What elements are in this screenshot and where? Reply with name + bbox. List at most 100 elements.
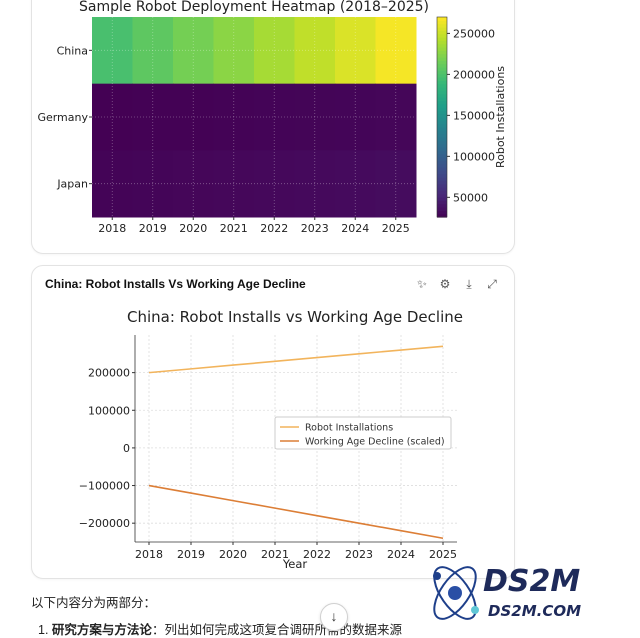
x-tick-label: 2024 bbox=[341, 222, 369, 235]
colorbar-segment bbox=[437, 200, 447, 205]
x-tick-label: 2018 bbox=[135, 548, 163, 561]
colorbar-segment bbox=[437, 107, 447, 111]
line-chart-axes: 2018 2019 2020 2021 2022 2023 2024 2025 200000 10… bbox=[79, 335, 457, 561]
line-chart-card: China: Robot Installs Vs Working Age Dec… bbox=[31, 265, 515, 579]
download-icon[interactable]: ⤓ bbox=[466, 277, 472, 291]
list-item-text: ：列出如何完成这项复合调研所需的数据来源 bbox=[151, 623, 402, 637]
heatmap-cell bbox=[254, 17, 295, 85]
series-line bbox=[148, 345, 444, 374]
settings-sliders-icon[interactable]: ⚙ bbox=[439, 277, 451, 291]
x-tick-label: 2024 bbox=[387, 548, 415, 561]
colorbar-segment bbox=[437, 180, 447, 185]
colorbar-segment bbox=[437, 123, 447, 128]
svg-text:DS2M: DS2M bbox=[483, 564, 580, 599]
heatmap-grid bbox=[92, 17, 416, 217]
heatmap-cell bbox=[335, 150, 376, 218]
expand-icon[interactable]: ⤢ bbox=[487, 277, 497, 291]
colorbar-segment bbox=[437, 150, 447, 155]
heatmap-colorbar: 50000 100000 150000 200000 250000 Robot Insta… bbox=[436, 16, 507, 218]
y-tick-label: Germany bbox=[37, 111, 88, 124]
legend-label: Working Age Decline (scaled) bbox=[305, 437, 445, 448]
line-chart: China: Robot Installs vs Working Age Dec… bbox=[79, 308, 463, 571]
colorbar-segment bbox=[437, 33, 447, 38]
heatmap-cell bbox=[132, 150, 174, 218]
heatmap-cell bbox=[254, 83, 295, 151]
heatmap-cell bbox=[335, 83, 376, 151]
colorbar-segment bbox=[437, 80, 447, 85]
colorbar-segment bbox=[437, 177, 447, 181]
colorbar-segment bbox=[437, 20, 447, 25]
x-tick-label: 2020 bbox=[179, 222, 207, 235]
colorbar-segment bbox=[437, 110, 447, 115]
x-tick-label: 2022 bbox=[303, 548, 331, 561]
heatmap-cell bbox=[254, 150, 295, 218]
y-tick-label: Japan bbox=[56, 178, 88, 191]
heatmap-cell bbox=[294, 17, 336, 85]
x-tick-label: 2022 bbox=[260, 222, 288, 235]
x-tick-label: 2019 bbox=[139, 222, 167, 235]
heatmap-cell bbox=[213, 150, 255, 218]
heatmap-cell bbox=[335, 17, 376, 85]
colorbar-segment bbox=[437, 203, 447, 208]
colorbar-segment bbox=[437, 137, 447, 141]
colorbar-segment bbox=[437, 30, 447, 35]
colorbar-segment bbox=[437, 87, 447, 91]
line-chart-title: China: Robot Installs vs Working Age Dec… bbox=[127, 308, 463, 326]
heatmap-cell bbox=[375, 150, 417, 218]
colorbar-segment bbox=[437, 93, 447, 98]
colorbar-segment bbox=[437, 147, 447, 151]
x-tick-label: 2023 bbox=[301, 222, 329, 235]
y-tick-label: 200000 bbox=[88, 367, 130, 380]
line-chart-grid bbox=[135, 335, 457, 542]
line-chart-legend: Robot Installations Working Age Decline (… bbox=[274, 416, 452, 450]
colorbar-segment bbox=[437, 187, 447, 191]
colorbar-tick-label: 150000 bbox=[453, 109, 495, 122]
heatmap-cell bbox=[173, 83, 214, 151]
sparkle-icon[interactable]: ✨︎ bbox=[417, 277, 427, 291]
colorbar-segment bbox=[437, 160, 447, 165]
colorbar-segment bbox=[437, 73, 447, 78]
x-tick-label: 2021 bbox=[220, 222, 248, 235]
colorbar-segment bbox=[437, 90, 447, 95]
colorbar-segment bbox=[437, 120, 447, 125]
x-tick-label: 2025 bbox=[382, 222, 410, 235]
colorbar-segment bbox=[437, 163, 447, 168]
colorbar-segment bbox=[437, 60, 447, 65]
y-tick-label: −100000 bbox=[79, 480, 130, 493]
y-tick-label: China bbox=[57, 44, 88, 57]
colorbar-segment bbox=[437, 17, 447, 21]
colorbar-segment bbox=[437, 127, 447, 131]
heatmap-axes: 2018 2019 2020 2021 2022 2023 2024 2025 China Ger… bbox=[37, 44, 409, 235]
colorbar-tick-label: 250000 bbox=[453, 27, 495, 40]
colorbar-segment bbox=[437, 140, 447, 145]
legend-label: Robot Installations bbox=[305, 423, 393, 434]
colorbar-segment bbox=[437, 37, 447, 41]
y-tick-label: −200000 bbox=[79, 517, 130, 530]
scroll-down-button[interactable]: ↓ bbox=[320, 603, 348, 631]
colorbar-segment bbox=[437, 27, 447, 31]
colorbar-segment bbox=[437, 103, 447, 108]
colorbar-segment bbox=[437, 173, 447, 178]
colorbar-frame bbox=[436, 16, 448, 218]
colorbar-segment bbox=[437, 183, 447, 188]
colorbar-segment bbox=[437, 43, 447, 48]
x-tick-label: 2019 bbox=[177, 548, 205, 561]
colorbar-segment bbox=[437, 197, 447, 201]
heatmap-cell bbox=[375, 83, 417, 151]
colorbar-segment bbox=[437, 190, 447, 195]
heatmap-cell bbox=[132, 83, 174, 151]
svg-text:DS2M.COM: DS2M.COM bbox=[488, 602, 581, 620]
colorbar-segment bbox=[437, 170, 447, 175]
colorbar-segment bbox=[437, 117, 447, 121]
heatmap-cells bbox=[92, 17, 417, 218]
y-tick-label: 0 bbox=[123, 442, 130, 455]
heatmap-cell bbox=[294, 150, 336, 218]
colorbar-label: Robot Installations bbox=[494, 66, 507, 168]
x-tick-label: 2023 bbox=[345, 548, 373, 561]
colorbar-segment bbox=[437, 210, 447, 215]
legend-box bbox=[274, 416, 452, 450]
heatmap-cell bbox=[294, 83, 336, 151]
colorbar-segment bbox=[437, 130, 447, 135]
heatmap-cell bbox=[173, 150, 214, 218]
heatmap-title: Sample Robot Deployment Heatmap (2018–20… bbox=[79, 0, 429, 15]
